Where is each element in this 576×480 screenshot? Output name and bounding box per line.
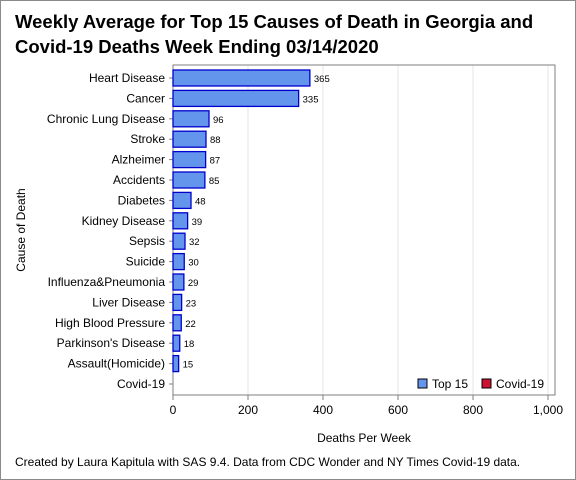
- y-tick-label-kidney-disease: Kidney Disease: [82, 214, 166, 228]
- data-label-alzheimer: 87: [210, 156, 221, 167]
- y-tick-label-stroke: Stroke: [130, 132, 165, 146]
- legend-label-covid-19: Covid-19: [496, 377, 544, 391]
- y-tick-label-influenza-pneumonia: Influenza&Pneumonia: [48, 275, 166, 289]
- data-label-heart-disease: 365: [314, 74, 330, 85]
- legend-label-top-15: Top 15: [432, 377, 468, 391]
- bar-chronic-lung-disease: [172, 110, 210, 128]
- y-tick-label-sepsis: Sepsis: [129, 234, 165, 248]
- bar-assault-homicide: [172, 354, 180, 373]
- y-tick-label-high-blood-pressure: High Blood Pressure: [55, 316, 165, 330]
- x-tick-label-1000: 1,000: [533, 403, 563, 417]
- x-tick-label-0: 0: [170, 403, 177, 417]
- y-tick-label-assault-homicide: Assault(Homicide): [68, 357, 165, 371]
- data-label-diabetes: 48: [195, 196, 206, 207]
- bar-heart-disease: [172, 69, 311, 87]
- plot-area-frame: [172, 64, 556, 396]
- y-tick-label-chronic-lung-disease: Chronic Lung Disease: [47, 112, 165, 126]
- y-tick-label-parkinson-s-disease: Parkinson's Disease: [57, 336, 166, 350]
- bar-accidents: [172, 171, 206, 189]
- y-tick-label-alzheimer: Alzheimer: [112, 153, 165, 167]
- data-label-assault-homicide: 15: [183, 360, 194, 371]
- x-tick-label-400: 400: [313, 403, 333, 417]
- footnote: Created by Laura Kapitula with SAS 9.4. …: [15, 455, 521, 469]
- bar-parkinson-s-disease: [172, 334, 181, 352]
- data-label-cancer: 335: [303, 94, 319, 105]
- data-label-parkinson-s-disease: 18: [184, 339, 195, 350]
- bar-influenza-pneumonia: [172, 273, 185, 291]
- x-axis-label: Deaths Per Week: [317, 431, 412, 445]
- y-tick-label-cancer: Cancer: [126, 91, 165, 105]
- x-tick-label-600: 600: [388, 403, 408, 417]
- y-axis-label: Cause of Death: [14, 188, 28, 271]
- data-label-chronic-lung-disease: 96: [213, 115, 224, 126]
- data-label-accidents: 85: [209, 176, 220, 187]
- bar-sepsis: [172, 232, 186, 250]
- data-label-suicide: 30: [188, 258, 199, 269]
- data-label-stroke: 88: [210, 135, 221, 146]
- bar-kidney-disease: [172, 212, 189, 230]
- chart-title: Weekly Average for Top 15 Causes of Deat…: [15, 11, 534, 57]
- y-tick-label-accidents: Accidents: [113, 173, 165, 187]
- data-label-high-blood-pressure: 22: [185, 319, 196, 330]
- bar-liver-disease: [172, 293, 183, 312]
- y-tick-label-covid-19: Covid-19: [117, 377, 165, 391]
- bar-suicide: [172, 252, 185, 271]
- y-tick-label-diabetes: Diabetes: [118, 193, 165, 207]
- x-tick-label-200: 200: [238, 403, 258, 417]
- bar-stroke: [172, 130, 207, 148]
- bar-diabetes: [172, 191, 192, 210]
- y-tick-label-liver-disease: Liver Disease: [92, 295, 165, 309]
- data-label-influenza-pneumonia: 29: [188, 278, 199, 289]
- data-label-liver-disease: 23: [186, 298, 197, 309]
- bar-cancer: [172, 89, 300, 108]
- legend-swatch-top-15: [417, 378, 428, 389]
- bar-alzheimer: [172, 150, 207, 169]
- x-tick-label-800: 800: [463, 403, 483, 417]
- data-label-kidney-disease: 39: [192, 217, 203, 228]
- y-tick-label-suicide: Suicide: [126, 255, 166, 269]
- bar-high-blood-pressure: [172, 314, 182, 332]
- data-label-sepsis: 32: [189, 237, 200, 248]
- legend-swatch-covid-19: [481, 378, 492, 389]
- y-tick-label-heart-disease: Heart Disease: [89, 71, 165, 85]
